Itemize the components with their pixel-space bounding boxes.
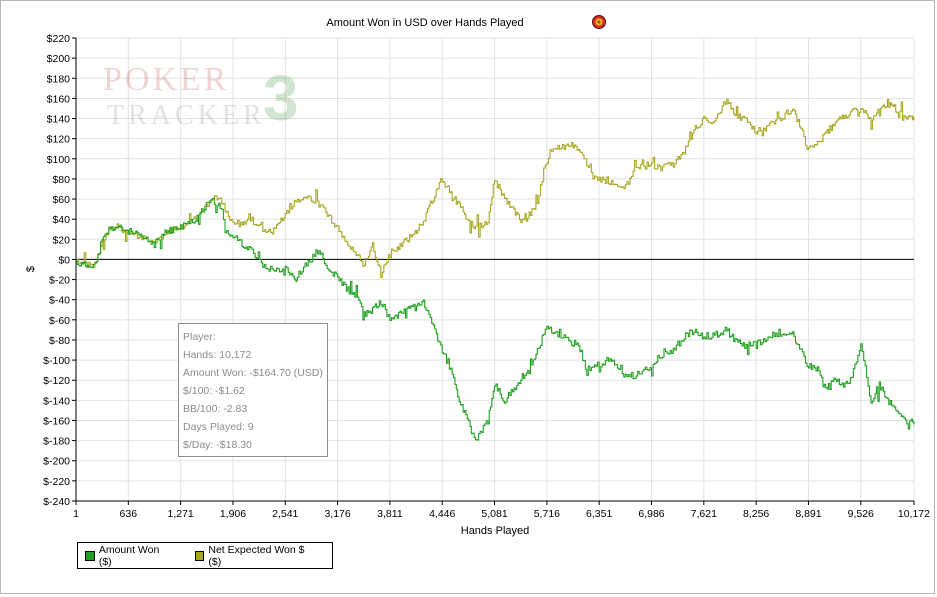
x-tick-label: 6,351 [586, 508, 612, 520]
legend-item-amount-won[interactable]: Amount Won ($) [85, 544, 174, 568]
y-tick-label: $80 [52, 174, 70, 186]
y-tick-label: $100 [47, 154, 71, 166]
y-tick-label: $160 [47, 93, 71, 105]
x-tick-label: 1,271 [167, 508, 193, 520]
y-tick-label: $-100 [43, 355, 70, 367]
x-tick-label: 1,906 [220, 508, 246, 520]
stat-days-played: Days Played: 9 [183, 421, 254, 433]
stat-amount-won: Amount Won: -$164.70 (USD) [183, 367, 323, 379]
legend-swatch-amount-won [85, 550, 95, 561]
y-tick-label: $120 [47, 134, 71, 146]
y-tick-label: $0 [58, 254, 70, 266]
x-tick-label: 5,081 [481, 508, 507, 520]
y-tick-label: $-140 [43, 395, 70, 407]
chart-title: Amount Won in USD over Hands Played [326, 17, 523, 29]
pokertracker-chip-icon [592, 15, 606, 29]
x-tick-label: 3,176 [324, 508, 350, 520]
x-tick-label: 8,256 [743, 508, 769, 520]
stat-player: Player: [183, 331, 216, 343]
y-axis-title: $ [25, 266, 37, 272]
y-tick-label: $-120 [43, 375, 70, 387]
y-tick-label: $60 [52, 194, 70, 206]
y-tick-label: $-240 [43, 496, 70, 508]
x-tick-label: 3,811 [377, 508, 403, 520]
y-tick-label: $-180 [43, 436, 70, 448]
legend-label-amount-won: Amount Won ($) [98, 543, 160, 568]
x-tick-label: 1 [73, 508, 79, 520]
legend-item-net-expected[interactable]: Net Expected Won $ ($) [194, 543, 318, 568]
stat-dollars-per-day: $/Day: -$18.30 [183, 439, 252, 451]
stat-hands: Hands: 10,172 [183, 349, 252, 361]
x-tick-label: 6,986 [638, 508, 664, 520]
x-tick-label: 8,891 [795, 508, 821, 520]
y-tick-label: $180 [47, 73, 71, 85]
x-axis-title: Hands Played [461, 525, 530, 537]
series-line-net-expected-won [76, 98, 915, 279]
series-lines [76, 98, 915, 441]
y-tick-label: $200 [47, 53, 71, 65]
y-tick-label: $20 [52, 234, 70, 246]
x-tick-label: 2,541 [272, 508, 298, 520]
y-tick-label: $-60 [49, 315, 70, 327]
x-tick-label: 10,172 [898, 508, 930, 520]
x-tick-label: 7,621 [691, 508, 717, 520]
y-axis-ticks: $220 $200 $180 $160 $140 $120 $100 $80 $60 $40 $20… [43, 33, 76, 508]
stat-bb-per-100: BB/100: -2.83 [183, 403, 248, 415]
y-tick-label: $-20 [49, 275, 70, 287]
x-axis-ticks: 1 636 1,271 1,906 2,541 3,176 3,811 4,446 5,081 5… [73, 501, 930, 520]
y-tick-label: $-220 [43, 476, 70, 488]
y-tick-label: $40 [52, 214, 70, 226]
y-tick-label: $-200 [43, 456, 70, 468]
x-tick-label: 636 [120, 508, 138, 520]
stat-dollars-per-100: $/100: -$1.62 [183, 385, 245, 397]
legend-swatch-net-expected [194, 550, 205, 561]
x-tick-label: 5,716 [534, 508, 560, 520]
y-tick-label: $220 [47, 33, 71, 45]
y-tick-label: $-40 [49, 295, 70, 307]
y-tick-label: $-160 [43, 415, 70, 427]
legend-label-net-expected: Net Expected Won $ ($) [208, 543, 305, 568]
series-line-amount-won [76, 197, 915, 441]
y-tick-label: $-80 [49, 335, 70, 347]
x-tick-label: 9,526 [848, 508, 874, 520]
player-stats-box: Player: Hands: 10,172 Amount Won: -$164.… [178, 323, 328, 457]
y-tick-label: $140 [47, 114, 71, 126]
x-tick-label: 4,446 [429, 508, 455, 520]
chart-legend: Amount Won ($) Net Expected Won $ ($) [77, 542, 333, 569]
